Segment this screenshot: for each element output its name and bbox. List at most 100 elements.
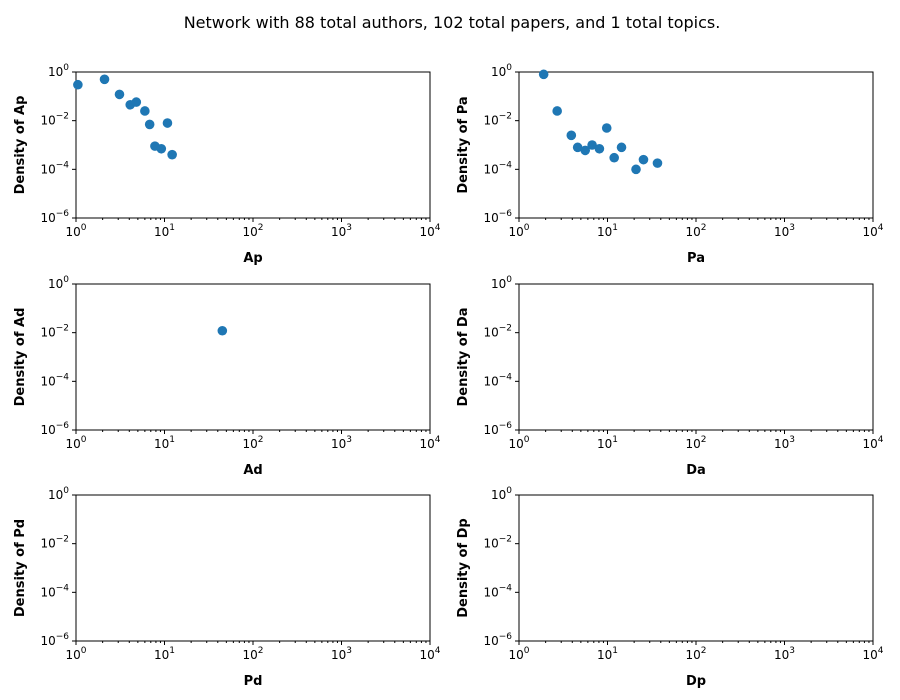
y-tick-label: 10−2 — [483, 112, 512, 128]
data-point — [601, 123, 612, 133]
y-tick-label: 10−4 — [483, 583, 512, 599]
y-axis-label: Density of Da — [456, 308, 471, 407]
y-axis-label: Density of Ap — [13, 96, 28, 195]
axes-frame — [75, 494, 431, 642]
x-tick-label: 100 — [65, 435, 86, 451]
x-axis-label: Pa — [687, 251, 705, 266]
x-tick-label: 104 — [419, 435, 440, 451]
x-axis-label: Pd — [244, 674, 263, 689]
x-tick-label: 100 — [65, 223, 86, 239]
y-tick-label: 10−6 — [483, 421, 512, 437]
y-tick-label: 100 — [491, 275, 512, 291]
subplot-da: 100 101 102 103 104 10−6 10−4 10−2 100 Da Density … — [456, 275, 884, 478]
x-tick-label: 103 — [774, 646, 795, 662]
subplot-grid: 100 101 102 103 104 10−6 10−4 10−2 100 Ap Density … — [13, 63, 884, 689]
y-tick-label: 10−2 — [483, 535, 512, 551]
data-point — [594, 143, 605, 154]
data-point — [73, 79, 83, 90]
x-tick-label: 102 — [242, 646, 263, 662]
y-tick-label: 10−6 — [40, 421, 69, 437]
y-tick-label: 100 — [491, 486, 512, 502]
y-tick-label: 10−6 — [483, 209, 512, 225]
x-tick-label: 102 — [242, 223, 263, 239]
data-point — [131, 97, 142, 107]
y-tick-label: 10−2 — [40, 535, 69, 551]
y-tick-label: 10−6 — [40, 209, 69, 225]
axes-frame — [75, 71, 431, 219]
y-tick-label: 10−4 — [40, 160, 69, 176]
figure-title: Network with 88 total authors, 102 total… — [184, 13, 721, 32]
data-point — [572, 142, 583, 153]
axes-frame — [75, 283, 431, 431]
data-point — [140, 106, 150, 116]
y-tick-label: 10−2 — [40, 324, 69, 340]
x-tick-label: 101 — [154, 223, 175, 239]
y-tick-label: 10−2 — [483, 324, 512, 340]
subplot-pa: 100 101 102 103 104 10−6 10−4 10−2 100 Pa Density … — [456, 63, 884, 266]
data-point — [587, 140, 597, 150]
y-tick-label: 100 — [48, 63, 69, 79]
x-tick-label: 103 — [774, 223, 795, 239]
data-point — [566, 130, 577, 141]
x-tick-label: 102 — [242, 435, 263, 451]
subplot-ap: 100 101 102 103 104 10−6 10−4 10−2 100 Ap Density … — [13, 63, 441, 266]
data-point — [144, 119, 155, 130]
data-point — [609, 152, 619, 163]
y-tick-label: 10−4 — [483, 372, 512, 388]
y-axis-label: Density of Ad — [13, 308, 28, 407]
x-tick-label: 100 — [508, 646, 529, 662]
data-point — [616, 142, 627, 153]
x-tick-label: 104 — [419, 646, 440, 662]
y-tick-label: 10−4 — [483, 160, 512, 176]
data-point — [631, 164, 641, 175]
y-axis-label: Density of Pa — [456, 96, 471, 193]
data-point — [167, 149, 177, 160]
x-tick-label: 104 — [419, 223, 440, 239]
x-tick-label: 102 — [685, 435, 706, 451]
x-tick-label: 104 — [862, 223, 883, 239]
x-axis-label: Ad — [243, 463, 262, 478]
x-tick-label: 104 — [862, 435, 883, 451]
x-tick-label: 100 — [508, 223, 529, 239]
data-point — [538, 69, 549, 80]
x-tick-label: 103 — [331, 435, 352, 451]
subplot-ad: 100 101 102 103 104 10−6 10−4 10−2 100 Ad Density … — [13, 275, 441, 478]
data-point — [99, 74, 110, 85]
y-axis-label: Density of Pd — [13, 519, 28, 617]
x-tick-label: 102 — [685, 646, 706, 662]
y-tick-label: 100 — [48, 275, 69, 291]
subplot-pd: 100 101 102 103 104 10−6 10−4 10−2 100 Pd Density … — [13, 486, 441, 689]
x-tick-label: 103 — [331, 223, 352, 239]
data-point — [114, 89, 125, 100]
x-tick-label: 101 — [154, 646, 175, 662]
y-axis-label: Density of Dp — [456, 518, 471, 617]
axes-frame — [518, 71, 874, 219]
y-tick-label: 100 — [491, 63, 512, 79]
x-tick-label: 103 — [331, 646, 352, 662]
x-tick-label: 103 — [774, 435, 795, 451]
x-tick-label: 102 — [685, 223, 706, 239]
data-point — [162, 118, 173, 128]
y-tick-label: 10−4 — [40, 372, 69, 388]
x-axis-label: Da — [686, 463, 706, 478]
data-point — [638, 154, 649, 165]
x-tick-label: 100 — [508, 435, 529, 451]
y-tick-label: 10−2 — [40, 112, 69, 128]
y-tick-label: 10−6 — [483, 632, 512, 648]
data-point — [652, 158, 663, 168]
y-tick-label: 100 — [48, 486, 69, 502]
data-point — [552, 106, 562, 116]
x-tick-label: 101 — [597, 646, 618, 662]
y-tick-label: 10−4 — [40, 583, 69, 599]
x-tick-label: 100 — [65, 646, 86, 662]
x-axis-label: Dp — [686, 674, 706, 689]
axes-frame — [518, 283, 874, 431]
axes-frame — [518, 494, 874, 642]
subplot-dp: 100 101 102 103 104 10−6 10−4 10−2 100 Dp Density … — [456, 486, 884, 689]
x-tick-label: 101 — [154, 435, 175, 451]
data-point — [156, 143, 167, 154]
data-point — [217, 325, 228, 336]
x-tick-label: 101 — [597, 435, 618, 451]
